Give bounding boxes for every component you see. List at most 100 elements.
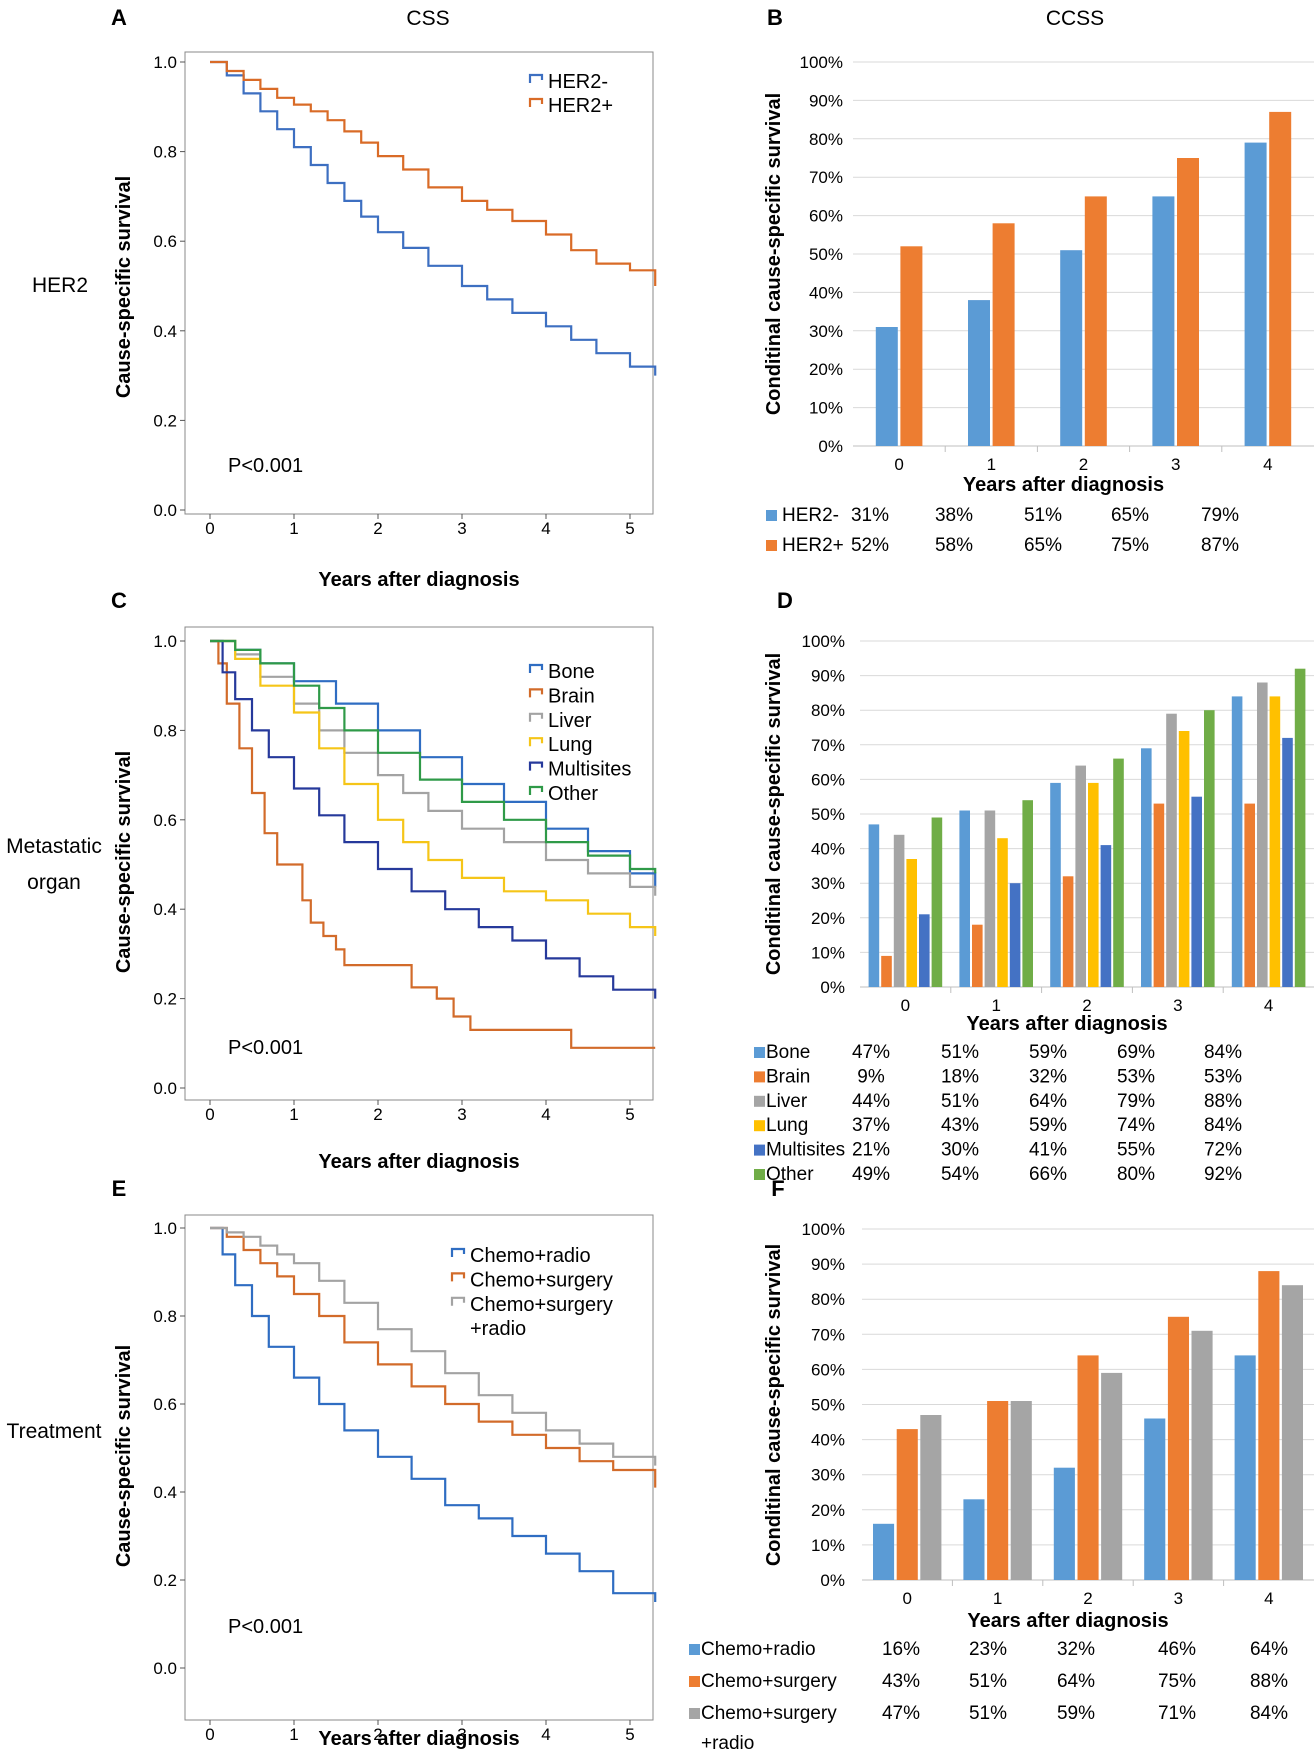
table-value: 59% — [1057, 1703, 1095, 1724]
y-tick-label: 70% — [811, 1325, 845, 1344]
panel-letter: F — [771, 1176, 784, 1201]
bar-multisites-3 — [1191, 796, 1202, 987]
km-curve-multisites — [210, 639, 657, 999]
row-label: Treatment — [7, 1420, 102, 1443]
table-value: 47% — [852, 1042, 890, 1063]
y-tick-label: 0.2 — [153, 990, 177, 1009]
table-value: 80% — [1117, 1164, 1155, 1185]
table-value: 84% — [1204, 1042, 1242, 1063]
x-tick-label: 1 — [993, 1589, 1002, 1608]
legend-label: HER2- — [548, 71, 608, 93]
table-value: 9% — [857, 1066, 885, 1087]
x-tick-label: 0 — [902, 1589, 911, 1608]
table-series-name: +radio — [701, 1733, 754, 1752]
table-value: 43% — [882, 1671, 920, 1692]
y-tick-label: 30% — [809, 322, 843, 341]
bar-her2-4 — [1269, 111, 1292, 447]
table-value: 16% — [882, 1639, 920, 1660]
legend-icon — [528, 761, 544, 771]
table-series-name: Lung — [766, 1115, 808, 1136]
bar-chemo-surgery-radio-2 — [1101, 1372, 1123, 1580]
x-tick-label: 3 — [457, 519, 466, 538]
bar-multisites-0 — [919, 914, 930, 987]
x-tick-label: 4 — [541, 519, 550, 538]
y-tick-label: 1.0 — [153, 632, 177, 651]
x-tick-label: 2 — [1079, 455, 1088, 474]
table-value: 37% — [852, 1115, 890, 1136]
table-value: 66% — [1029, 1164, 1067, 1185]
legend-label: Chemo+surgery — [470, 1294, 613, 1316]
y-tick-label: 40% — [809, 283, 843, 302]
y-tick-label: 60% — [809, 207, 843, 226]
legend-label: Bone — [548, 661, 595, 683]
table-series-name: HER2- — [782, 505, 839, 526]
bar-other-0 — [931, 817, 943, 987]
bar-other-4 — [1294, 668, 1306, 987]
bar-brain-0 — [881, 955, 892, 987]
table-value: 38% — [935, 505, 973, 526]
y-tick-label: 90% — [809, 91, 843, 110]
y-tick-label: 0.4 — [153, 900, 177, 919]
table-series-name: Multisites — [766, 1140, 845, 1161]
table-value: 84% — [1250, 1703, 1288, 1724]
x-axis-title: Years after diagnosis — [963, 474, 1164, 496]
x-tick-label: 2 — [1083, 1589, 1092, 1608]
y-tick-label: 0.2 — [153, 1571, 177, 1590]
bar-chemo-surgery-radio-1 — [1010, 1401, 1032, 1580]
y-tick-label: 30% — [811, 1466, 845, 1485]
bar-bone-4 — [1231, 696, 1243, 987]
x-tick-label: 4 — [1264, 1589, 1273, 1608]
km-curve-brain — [210, 639, 656, 1049]
table-value: 52% — [851, 535, 889, 556]
x-axis-title: Years after diagnosis — [966, 1013, 1167, 1035]
table-series-name: Liver — [766, 1091, 808, 1112]
x-tick-label: 5 — [625, 519, 634, 538]
bar-brain-4 — [1244, 803, 1255, 987]
bar-multisites-2 — [1100, 845, 1112, 987]
table-legend-swatch — [754, 1047, 765, 1058]
y-tick-label: 100% — [802, 1220, 845, 1239]
p-value: P<0.001 — [228, 1037, 303, 1059]
y-tick-label: 0.6 — [153, 811, 177, 830]
y-tick-label: 0.0 — [153, 501, 177, 520]
y-tick-label: 0.8 — [153, 721, 177, 740]
bar-liver-2 — [1075, 765, 1086, 987]
x-tick-label: 2 — [373, 1105, 382, 1124]
legend-icon — [528, 785, 544, 795]
panel-letter: E — [112, 1176, 127, 1201]
x-tick-label: 1 — [991, 996, 1000, 1015]
table-value: 58% — [935, 535, 973, 556]
table-value: 88% — [1204, 1091, 1242, 1112]
km-curve-chemo-radio — [210, 1226, 657, 1602]
x-axis-title: Years after diagnosis — [318, 569, 519, 591]
plot-frame — [184, 1214, 654, 1721]
x-tick-label: 1 — [289, 519, 298, 538]
bar-brain-1 — [972, 924, 983, 987]
p-value: P<0.001 — [228, 455, 303, 477]
table-value: 30% — [941, 1140, 979, 1161]
table-value: 31% — [851, 505, 889, 526]
bar-liver-4 — [1257, 682, 1268, 987]
y-tick-label: 0.0 — [153, 1659, 177, 1678]
bar-her2-0 — [875, 327, 898, 446]
table-value: 59% — [1029, 1115, 1067, 1136]
bar-other-3 — [1204, 710, 1215, 987]
legend-label: Brain — [548, 685, 595, 707]
plot-frame — [184, 51, 654, 515]
bar-brain-3 — [1153, 803, 1165, 987]
x-tick-label: 4 — [1263, 455, 1272, 474]
bar-her2-1 — [992, 223, 1015, 446]
y-tick-label: 100% — [802, 632, 845, 651]
km-curve-other — [210, 639, 657, 874]
y-tick-label: 0.6 — [153, 232, 177, 251]
table-value: 53% — [1117, 1066, 1155, 1087]
y-tick-label: 0.0 — [153, 1079, 177, 1098]
table-value: 32% — [1057, 1639, 1095, 1660]
bar-lung-4 — [1269, 696, 1281, 987]
bar-panel-b: B 0% 10% 20% 30% 40% 50% 60% 70% 80% 90% 100% 0 1 2 3 4 C… — [763, 5, 1314, 556]
y-tick-label: 1.0 — [153, 1219, 177, 1238]
x-tick-label: 2 — [1082, 996, 1091, 1015]
table-legend-swatch — [754, 1120, 765, 1132]
km-panel-c: C 0.0 0.2 0.4 0.6 0.8 1.0 0 1 2 3 4 5 Cause-specific … — [111, 588, 657, 1173]
bar-chemo-surgery-radio-3 — [1191, 1330, 1213, 1580]
